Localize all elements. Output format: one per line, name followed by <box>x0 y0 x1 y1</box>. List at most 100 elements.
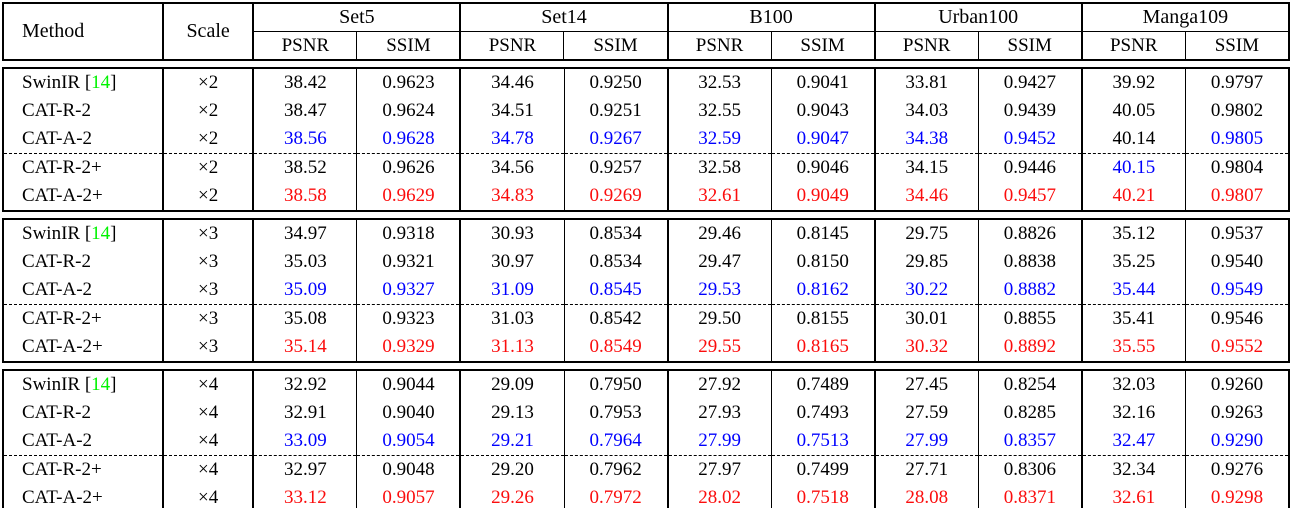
value-cell-cat-r-2+-urban100-ssim: 0.9446 <box>977 153 1082 182</box>
value-cell-swinir-b100-ssim: 0.7489 <box>770 370 875 399</box>
value-cell-cat-r-2-set5-psnr: 35.03 <box>252 248 357 276</box>
value-cell-cat-r-2+-manga109-ssim: 0.9546 <box>1184 304 1289 333</box>
value-cell-swinir-set14-psnr: 34.46 <box>459 68 565 97</box>
method-cell-cat-a-2+: CAT-A-2+ <box>3 484 163 508</box>
table-row: SwinIR [14] ×4 32.92 0.9044 29.09 0.7950 27.92… <box>3 370 1289 399</box>
value-cell-cat-a-2+-set5-psnr: 38.58 <box>252 182 357 211</box>
metric-header-ssim-urban100: SSIM <box>977 31 1082 60</box>
method-label: CAT-A-2 <box>22 279 93 301</box>
value-cell-cat-r-2-set5-ssim: 0.9040 <box>356 399 461 427</box>
value-cell-cat-r-2+-urban100-psnr: 30.01 <box>873 304 979 333</box>
scale-group-x2: SwinIR [14] ×2 38.42 0.9623 34.46 0.9250 32.53… <box>2 67 1290 212</box>
table-row: CAT-R-2+ ×4 32.97 0.9048 29.20 0.7962 27.97 0.7… <box>3 455 1289 484</box>
citation-link-14[interactable]: 14 <box>91 223 111 245</box>
table-row: CAT-A-2+ ×2 38.58 0.9629 34.83 0.9269 32.61 0.9… <box>3 182 1289 211</box>
value-cell-swinir-b100-psnr: 27.92 <box>666 370 772 399</box>
value-cell-cat-a-2-set5-psnr: 38.56 <box>252 125 357 154</box>
value-cell-cat-a-2-set5-ssim: 0.9327 <box>356 276 461 305</box>
method-cell-cat-r-2: CAT-R-2 <box>3 399 163 427</box>
method-label: CAT-A-2+ <box>22 336 103 358</box>
value-cell-cat-r-2-set14-ssim: 0.7953 <box>563 399 668 427</box>
value-cell-cat-r-2+-b100-ssim: 0.8155 <box>770 304 875 333</box>
table-row: CAT-R-2+ ×3 35.08 0.9323 31.03 0.8542 29.50 0.8… <box>3 304 1289 333</box>
value-cell-cat-r-2-urban100-ssim: 0.8285 <box>977 399 1082 427</box>
value-cell-cat-a-2+-manga109-ssim: 0.9298 <box>1184 484 1289 508</box>
value-cell-cat-a-2-set14-ssim: 0.8545 <box>563 276 668 305</box>
value-cell-cat-r-2-b100-ssim: 0.9043 <box>770 97 875 125</box>
value-cell-cat-a-2-set5-psnr: 35.09 <box>252 276 357 305</box>
value-cell-cat-a-2-manga109-ssim: 0.9549 <box>1184 276 1289 305</box>
value-cell-cat-r-2-manga109-psnr: 32.16 <box>1080 399 1186 427</box>
scale-cell: ×3 <box>161 248 254 276</box>
value-cell-cat-a-2-urban100-ssim: 0.8357 <box>977 427 1082 456</box>
method-cell-cat-a-2: CAT-A-2 <box>3 276 163 305</box>
value-cell-cat-r-2+-urban100-ssim: 0.8306 <box>977 455 1082 484</box>
value-cell-cat-r-2+-b100-ssim: 0.9046 <box>770 153 875 182</box>
value-cell-cat-r-2-set5-psnr: 32.91 <box>252 399 357 427</box>
metric-header-ssim-set5: SSIM <box>356 31 461 60</box>
value-cell-swinir-manga109-ssim: 0.9797 <box>1184 68 1289 97</box>
dataset-header-urban100: Urban100 <box>873 3 1082 32</box>
table-row: CAT-A-2+ ×4 33.12 0.9057 29.26 0.7972 28.02 0.7… <box>3 484 1289 508</box>
value-cell-cat-a-2+-urban100-ssim: 0.8371 <box>977 484 1082 508</box>
value-cell-cat-a-2+-b100-psnr: 32.61 <box>666 182 772 211</box>
value-cell-cat-a-2-urban100-ssim: 0.8882 <box>977 276 1082 305</box>
value-cell-cat-a-2+-set5-ssim: 0.9057 <box>356 484 461 508</box>
value-cell-cat-r-2+-set5-psnr: 32.97 <box>252 455 357 484</box>
value-cell-cat-a-2+-b100-ssim: 0.9049 <box>770 182 875 211</box>
method-label: CAT-R-2+ <box>22 308 102 330</box>
value-cell-cat-r-2-set5-ssim: 0.9321 <box>356 248 461 276</box>
value-cell-cat-a-2+-b100-ssim: 0.8165 <box>770 333 875 362</box>
metric-header-psnr-urban100: PSNR <box>873 31 979 60</box>
citation-bracket-open: [ <box>84 223 92 245</box>
citation-bracket-close: ] <box>110 374 117 396</box>
value-cell-cat-r-2-manga109-ssim: 0.9802 <box>1184 97 1289 125</box>
col-header-scale: Scale <box>161 3 254 60</box>
value-cell-cat-a-2+-b100-psnr: 28.02 <box>666 484 772 508</box>
value-cell-cat-a-2-set14-ssim: 0.9267 <box>563 125 668 154</box>
value-cell-swinir-set14-ssim: 0.8534 <box>563 219 668 248</box>
value-cell-cat-r-2-set14-psnr: 29.13 <box>459 399 565 427</box>
value-cell-swinir-urban100-ssim: 0.9427 <box>977 68 1082 97</box>
scale-group-x3: SwinIR [14] ×3 34.97 0.9318 30.93 0.8534 29.46… <box>2 218 1290 363</box>
method-label: CAT-A-2 <box>22 430 93 452</box>
value-cell-cat-r-2+-set14-psnr: 31.03 <box>459 304 565 333</box>
value-cell-cat-a-2+-set5-psnr: 33.12 <box>252 484 357 508</box>
value-cell-cat-a-2+-set14-psnr: 29.26 <box>459 484 565 508</box>
value-cell-cat-r-2+-urban100-ssim: 0.8855 <box>977 304 1082 333</box>
metric-header-ssim-manga109: SSIM <box>1184 31 1289 60</box>
table-row: CAT-A-2 ×3 35.09 0.9327 31.09 0.8545 29.53 0.81… <box>3 276 1289 305</box>
value-cell-cat-r-2-set14-ssim: 0.9251 <box>563 97 668 125</box>
value-cell-cat-a-2+-manga109-ssim: 0.9552 <box>1184 333 1289 362</box>
method-label: CAT-A-2+ <box>22 185 103 207</box>
citation-link-14[interactable]: 14 <box>91 72 111 94</box>
dataset-header-set5: Set5 <box>252 3 461 32</box>
metric-header-psnr-manga109: PSNR <box>1080 31 1186 60</box>
value-cell-cat-a-2-b100-ssim: 0.7513 <box>770 427 875 456</box>
scale-cell: ×4 <box>161 484 254 508</box>
value-cell-swinir-manga109-psnr: 35.12 <box>1080 219 1186 248</box>
method-cell-swinir: SwinIR [14] <box>3 68 163 97</box>
method-cell-cat-r-2: CAT-R-2 <box>3 97 163 125</box>
value-cell-swinir-set14-psnr: 29.09 <box>459 370 565 399</box>
value-cell-cat-r-2-set5-psnr: 38.47 <box>252 97 357 125</box>
value-cell-cat-a-2+-set14-psnr: 34.83 <box>459 182 565 211</box>
scale-cell: ×2 <box>161 125 254 154</box>
method-cell-cat-a-2+: CAT-A-2+ <box>3 333 163 362</box>
citation-link-14[interactable]: 14 <box>91 374 111 396</box>
value-cell-cat-a-2+-urban100-psnr: 34.46 <box>873 182 979 211</box>
method-cell-swinir: SwinIR [14] <box>3 219 163 248</box>
table-row: CAT-R-2+ ×2 38.52 0.9626 34.56 0.9257 32.58 0.9… <box>3 153 1289 182</box>
scale-cell: ×3 <box>161 304 254 333</box>
value-cell-cat-r-2+-set14-psnr: 29.20 <box>459 455 565 484</box>
value-cell-cat-r-2+-set14-ssim: 0.9257 <box>563 153 668 182</box>
value-cell-cat-a-2+-urban100-ssim: 0.8892 <box>977 333 1082 362</box>
value-cell-cat-r-2-set14-psnr: 34.51 <box>459 97 565 125</box>
value-cell-cat-a-2-urban100-ssim: 0.9452 <box>977 125 1082 154</box>
scale-cell: ×4 <box>161 370 254 399</box>
dataset-header-b100: B100 <box>666 3 875 32</box>
citation-bracket-close: ] <box>110 72 117 94</box>
value-cell-cat-r-2+-set5-psnr: 35.08 <box>252 304 357 333</box>
scale-cell: ×3 <box>161 333 254 362</box>
